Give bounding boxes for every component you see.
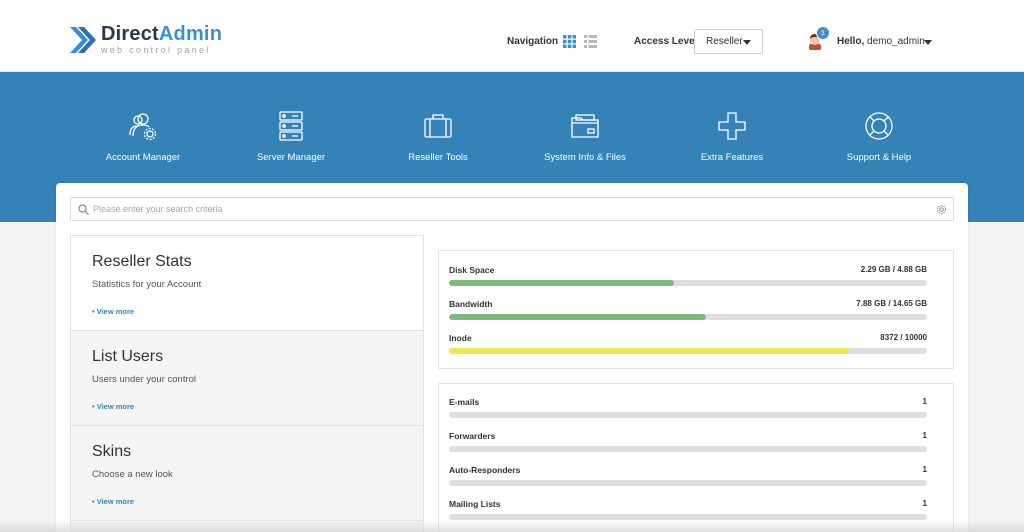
logo-name-part1: Direct [101, 23, 159, 45]
users-gear-icon [129, 113, 157, 141]
nav-extra-features[interactable]: Extra Features [657, 110, 807, 163]
usage-label: Inode [449, 333, 472, 343]
logo[interactable]: DirectAdmin web control panel [68, 24, 222, 55]
progress-bar [449, 280, 927, 286]
progress-bar [449, 514, 927, 520]
progress-fill [449, 348, 850, 354]
gear-icon[interactable] [936, 204, 947, 215]
access-level-label: Access Level [634, 36, 698, 47]
panel-title: Reseller Stats [92, 253, 192, 270]
chevron-down-icon [743, 40, 751, 45]
panel-skins: Skins Choose a new look • View more [71, 426, 423, 521]
access-level-value: Reseller [706, 36, 743, 47]
panel-title: List Users [92, 348, 164, 365]
bottom-shadow [0, 520, 1024, 532]
count-value: 1 [922, 499, 927, 508]
nav-reseller-tools[interactable]: Reseller Tools [363, 110, 513, 163]
panel-description: Statistics for your Account [92, 279, 202, 290]
panel-list-users: List Users Users under your control • Vi… [71, 331, 423, 426]
logo-text: DirectAdmin web control panel [101, 24, 222, 55]
logo-tagline: web control panel [101, 45, 211, 55]
nav-label: Extra Features [700, 152, 764, 163]
count-value: 1 [922, 431, 927, 440]
list-view-icon[interactable] [584, 35, 597, 48]
search-bar [70, 197, 954, 221]
count-label: Auto-Responders [449, 465, 521, 475]
nav-server-manager[interactable]: Server Manager [216, 110, 366, 163]
usage-label: Disk Space [449, 265, 495, 275]
folder-icon [571, 114, 599, 138]
quick-links-panel: Reseller Stats Statistics for your Accou… [70, 235, 424, 532]
nav-account-manager[interactable]: Account Manager [68, 110, 218, 163]
notification-badge[interactable]: 1 [816, 26, 830, 40]
count-label: E-mails [449, 397, 480, 407]
count-value: 1 [922, 465, 927, 474]
nav-label: Account Manager [105, 152, 181, 163]
usage-value: 8372 / 10000 [880, 333, 927, 342]
resource-usage-box: Disk Space 2.29 GB / 4.88 GB Bandwidth 7… [438, 250, 954, 369]
toolbox-icon [424, 114, 452, 138]
greeting-text: Hello, [837, 36, 865, 47]
logo-name: DirectAdmin [101, 24, 222, 44]
logo-name-part2: Admin [158, 23, 223, 45]
count-value: 1 [922, 397, 927, 406]
user-greeting[interactable]: Hello, demo_admin [837, 36, 925, 47]
progress-bar [449, 348, 927, 354]
user-menu-caret-icon[interactable] [924, 40, 932, 45]
progress-bar [449, 446, 927, 452]
navigation-label: Navigation [507, 36, 559, 47]
panel-title: Skins [92, 443, 132, 460]
usage-label: Bandwidth [449, 299, 493, 309]
usage-value: 7.88 GB / 14.65 GB [856, 299, 927, 308]
count-label: Mailing Lists [449, 499, 501, 509]
nav-label: Support & Help [846, 152, 912, 163]
progress-fill [449, 314, 707, 320]
view-more-link[interactable]: • View more [92, 497, 135, 506]
progress-bar [449, 480, 927, 486]
progress-bar [449, 412, 927, 418]
panel-description: Users under your control [92, 374, 197, 385]
progress-bar [449, 314, 927, 320]
dashboard-card: Reseller Stats Statistics for your Accou… [56, 183, 968, 532]
top-bar: DirectAdmin web control panel Navigation… [0, 0, 1024, 72]
nav-support-help[interactable]: Support & Help [804, 110, 954, 163]
nav-label: Server Manager [256, 152, 326, 163]
search-input[interactable] [93, 198, 913, 220]
nav-label: System Info & Files [544, 152, 626, 163]
progress-fill [449, 280, 674, 286]
view-more-link[interactable]: • View more [92, 307, 135, 316]
username: demo_admin [867, 36, 925, 47]
count-label: Forwarders [449, 431, 496, 441]
logo-mark-icon [70, 26, 96, 53]
access-level-select[interactable]: Reseller [694, 29, 763, 54]
panel-reseller-stats: Reseller Stats Statistics for your Accou… [71, 236, 423, 331]
grid-view-icon[interactable] [563, 35, 576, 48]
usage-value: 2.29 GB / 4.88 GB [860, 265, 927, 274]
lifebuoy-icon [865, 112, 893, 140]
nav-label: Reseller Tools [408, 152, 468, 163]
panel-description: Choose a new look [92, 469, 173, 480]
view-more-link[interactable]: • View more [92, 402, 135, 411]
plus-icon [718, 112, 746, 140]
nav-system-info-files[interactable]: System Info & Files [510, 110, 660, 163]
search-icon [78, 204, 89, 215]
mail-counts-box: E-mails 1 Forwarders 1 Auto-Responders 1… [438, 383, 954, 532]
server-icon [279, 111, 303, 141]
